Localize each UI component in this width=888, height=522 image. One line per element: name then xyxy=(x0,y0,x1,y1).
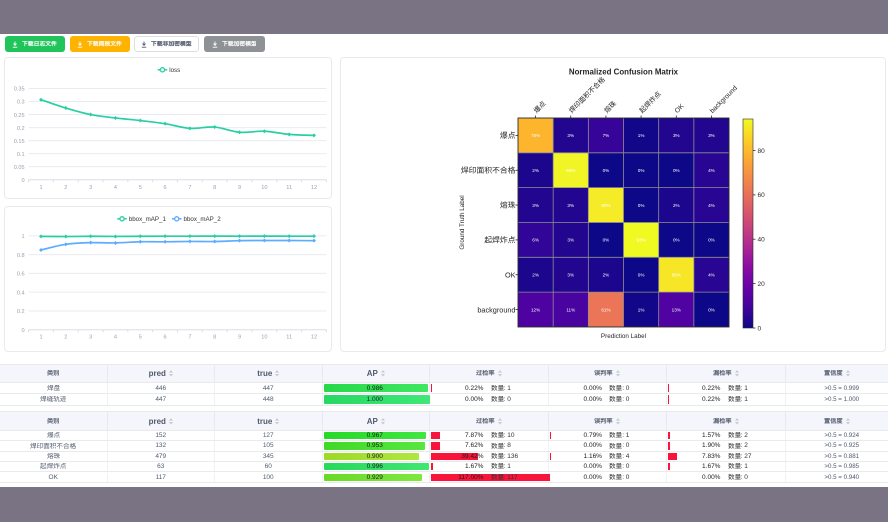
svg-text:7: 7 xyxy=(188,335,191,341)
svg-text:background: background xyxy=(709,85,739,115)
svg-text:0.2: 0.2 xyxy=(17,126,25,132)
svg-text:2: 2 xyxy=(64,185,67,191)
svg-text:0.3: 0.3 xyxy=(17,100,25,106)
svg-text:92%: 92% xyxy=(566,168,575,173)
svg-text:0%: 0% xyxy=(603,168,610,173)
svg-text:0%: 0% xyxy=(708,307,715,312)
svg-text:0%: 0% xyxy=(603,238,610,243)
svg-text:0.35: 0.35 xyxy=(14,87,25,93)
svg-text:61%: 61% xyxy=(601,307,610,312)
svg-text:2%: 2% xyxy=(603,273,610,278)
svg-text:0.8: 0.8 xyxy=(17,253,25,259)
svg-text:bbox_mAP_2: bbox_mAP_2 xyxy=(184,216,222,223)
svg-text:4: 4 xyxy=(114,185,117,191)
svg-text:12: 12 xyxy=(311,185,317,191)
svg-text:2: 2 xyxy=(64,335,67,341)
svg-text:3: 3 xyxy=(89,335,92,341)
svg-text:80: 80 xyxy=(758,148,766,155)
svg-text:4%: 4% xyxy=(708,273,715,278)
svg-text:0%: 0% xyxy=(638,273,645,278)
svg-text:0%: 0% xyxy=(638,203,645,208)
svg-text:0%: 0% xyxy=(708,238,715,243)
svg-text:9: 9 xyxy=(238,335,241,341)
svg-text:3%: 3% xyxy=(567,273,574,278)
svg-text:6%: 6% xyxy=(532,238,539,243)
svg-text:89%: 89% xyxy=(672,273,681,278)
svg-text:11%: 11% xyxy=(566,307,575,312)
svg-text:7: 7 xyxy=(188,185,191,191)
svg-text:0.25: 0.25 xyxy=(14,113,25,119)
svg-text:1%: 1% xyxy=(638,133,645,138)
svg-text:8: 8 xyxy=(213,185,216,191)
svg-text:0.2: 0.2 xyxy=(17,309,25,315)
svg-text:6: 6 xyxy=(164,335,167,341)
svg-text:20: 20 xyxy=(758,281,766,288)
svg-text:OK: OK xyxy=(505,270,516,279)
svg-text:3%: 3% xyxy=(708,133,715,138)
svg-text:0: 0 xyxy=(758,325,762,332)
svg-text:Prediction Label: Prediction Label xyxy=(601,333,646,340)
svg-text:4%: 4% xyxy=(708,203,715,208)
svg-text:2%: 2% xyxy=(532,168,539,173)
svg-text:13%: 13% xyxy=(672,307,681,312)
svg-text:93%: 93% xyxy=(636,238,645,243)
svg-text:3%: 3% xyxy=(567,203,574,208)
svg-text:0.05: 0.05 xyxy=(14,165,25,171)
svg-text:Ground Truth Label: Ground Truth Label xyxy=(459,195,466,249)
svg-text:Normalized Confusion Matrix: Normalized Confusion Matrix xyxy=(569,68,679,77)
svg-text:12: 12 xyxy=(311,335,317,341)
svg-text:4: 4 xyxy=(114,335,117,341)
svg-text:10: 10 xyxy=(261,335,267,341)
svg-text:8: 8 xyxy=(213,335,216,341)
svg-text:11: 11 xyxy=(286,335,292,341)
svg-text:0.6: 0.6 xyxy=(17,272,25,278)
svg-text:background: background xyxy=(477,305,515,314)
svg-text:1%: 1% xyxy=(638,307,645,312)
svg-text:bbox_mAP_1: bbox_mAP_1 xyxy=(129,216,167,223)
svg-text:2%: 2% xyxy=(673,203,680,208)
svg-text:5: 5 xyxy=(139,185,142,191)
svg-text:7%: 7% xyxy=(603,133,610,138)
svg-text:9: 9 xyxy=(238,185,241,191)
svg-text:0: 0 xyxy=(21,178,24,184)
svg-text:0: 0 xyxy=(21,328,24,334)
svg-text:OK: OK xyxy=(674,103,686,115)
svg-text:0.1: 0.1 xyxy=(17,152,25,158)
svg-text:3%: 3% xyxy=(567,133,574,138)
svg-text:0%: 0% xyxy=(673,168,680,173)
svg-text:4%: 4% xyxy=(708,168,715,173)
svg-text:1: 1 xyxy=(39,185,42,191)
svg-text:0.4: 0.4 xyxy=(17,290,25,296)
svg-text:40: 40 xyxy=(758,237,766,244)
svg-text:1: 1 xyxy=(21,234,24,240)
svg-text:60: 60 xyxy=(758,192,766,199)
svg-text:3%: 3% xyxy=(673,133,680,138)
svg-text:6: 6 xyxy=(164,185,167,191)
svg-text:0%: 0% xyxy=(638,168,645,173)
svg-text:12%: 12% xyxy=(531,307,540,312)
svg-text:1: 1 xyxy=(39,335,42,341)
svg-text:loss: loss xyxy=(169,67,180,74)
svg-text:3%: 3% xyxy=(567,238,574,243)
svg-text:11: 11 xyxy=(286,185,292,191)
svg-text:0.15: 0.15 xyxy=(14,139,25,145)
svg-text:3%: 3% xyxy=(532,203,539,208)
svg-text:5: 5 xyxy=(139,335,142,341)
svg-text:90%: 90% xyxy=(601,203,610,208)
svg-text:0%: 0% xyxy=(673,238,680,243)
svg-text:2%: 2% xyxy=(532,273,539,278)
svg-text:78%: 78% xyxy=(531,133,540,138)
svg-text:3: 3 xyxy=(89,185,92,191)
svg-text:10: 10 xyxy=(261,185,267,191)
